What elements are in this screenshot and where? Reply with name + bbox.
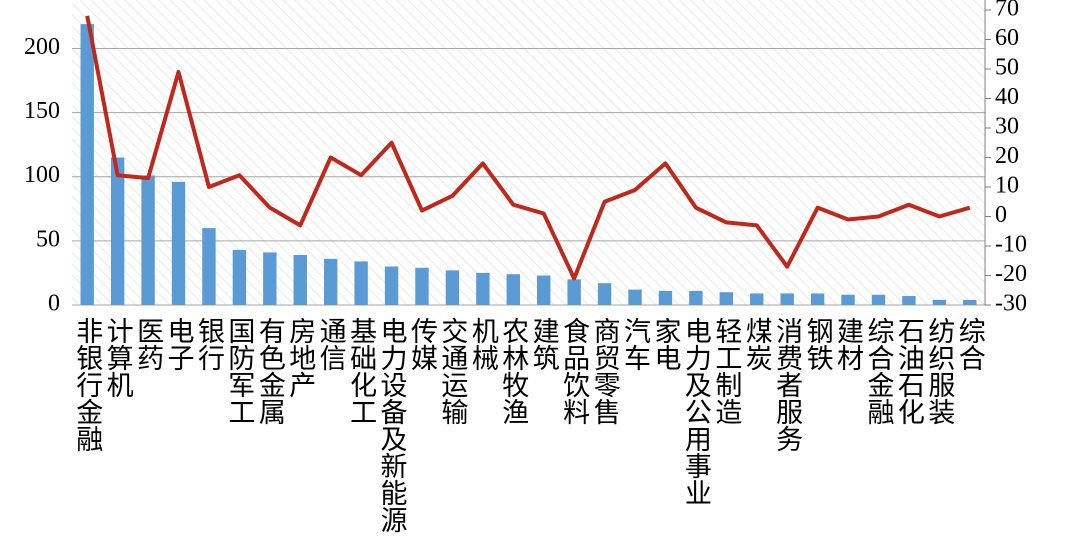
x-tick-label: 消费者服务: [772, 317, 803, 452]
x-tick-label: 食品饮料: [559, 317, 590, 425]
x-tick-label: 有色金属: [255, 317, 286, 425]
x-tick-label: 房地产: [285, 317, 316, 398]
x-tick-label: 建筑: [529, 317, 560, 371]
y2-tick-label: 30: [995, 114, 1019, 140]
x-tick-label: 电力设备及新能源: [377, 317, 408, 533]
bar: [323, 258, 338, 305]
x-tick-label: 煤炭: [742, 317, 773, 371]
x-tick-label: 综合: [955, 317, 985, 371]
bar: [597, 283, 612, 305]
y-tick-label: 50: [36, 226, 60, 252]
y-tick-label: 0: [48, 291, 60, 317]
bar: [384, 266, 399, 305]
bar: [415, 267, 429, 305]
y2-tick-label: -30: [995, 291, 1027, 317]
y2-tick-label: -20: [995, 261, 1027, 287]
x-tick-label: 电子: [164, 317, 194, 371]
x-tick-label: 交通运输: [437, 317, 468, 425]
y-tick-label: 100: [24, 162, 60, 188]
x-tick-label: 纺织服装: [924, 317, 955, 425]
x-tick-label: 家电: [650, 317, 680, 371]
plot-background: [72, 0, 985, 305]
x-tick-label: 银行: [194, 317, 225, 371]
bar: [506, 274, 520, 305]
x-tick-label: 通信: [316, 317, 347, 371]
bar: [232, 249, 247, 305]
bar: [537, 275, 551, 305]
x-tick-label: 石油石化: [894, 317, 925, 425]
y-tick-label: 150: [24, 98, 60, 124]
y2-tick-label: 20: [995, 143, 1019, 169]
bar: [171, 181, 186, 305]
bar: [80, 24, 94, 305]
bar: [841, 294, 855, 305]
x-tick-label: 钢铁: [803, 317, 834, 371]
x-tick-label: 国防军工: [224, 317, 254, 425]
bar: [871, 294, 886, 305]
x-tick-label: 机械: [468, 317, 499, 371]
y2-tick-label: 50: [995, 55, 1019, 81]
x-tick-label: 建材: [833, 317, 864, 371]
x-tick-label: 基础化工: [346, 317, 377, 425]
bar: [750, 293, 764, 305]
y2-tick-label: -10: [995, 232, 1027, 258]
y-tick-label: 200: [24, 34, 60, 60]
y2-tick-label: 70: [995, 0, 1019, 22]
bar: [293, 254, 307, 305]
bar: [963, 299, 977, 305]
bar: [902, 296, 916, 305]
x-tick-label: 轻工制造: [711, 317, 741, 425]
bar: [932, 299, 947, 305]
bar: [110, 157, 125, 305]
bar: [567, 279, 581, 305]
y2-tick-label: 0: [995, 202, 1007, 228]
bar: [810, 293, 825, 305]
bar: [141, 175, 155, 305]
x-tick-label: 汽车: [620, 317, 651, 371]
bar: [780, 293, 794, 305]
bar: [202, 228, 216, 305]
bar: [689, 290, 703, 305]
bar: [445, 270, 460, 305]
bar: [658, 290, 673, 305]
y2-tick-label: 60: [995, 25, 1019, 51]
x-tick-label: 传媒: [407, 317, 438, 371]
bar: [719, 292, 734, 305]
x-tick-label: 农林牧渔: [498, 317, 529, 425]
y2-tick-label: 10: [995, 173, 1019, 199]
x-tick-label: 综合金融: [863, 317, 894, 425]
x-tick-label: 电力及公用事业: [681, 317, 712, 506]
x-tick-label: 医药: [133, 317, 163, 371]
bar: [476, 272, 490, 305]
x-tick-label: 非银行金融: [72, 317, 103, 452]
bar: [263, 252, 277, 305]
bar: [354, 261, 368, 305]
x-tick-label: 商贸零售: [590, 317, 621, 425]
y2-tick-label: 40: [995, 84, 1019, 110]
x-tick-label: 计算机: [103, 317, 133, 398]
bar: [628, 289, 642, 305]
line: [85, 15, 971, 281]
